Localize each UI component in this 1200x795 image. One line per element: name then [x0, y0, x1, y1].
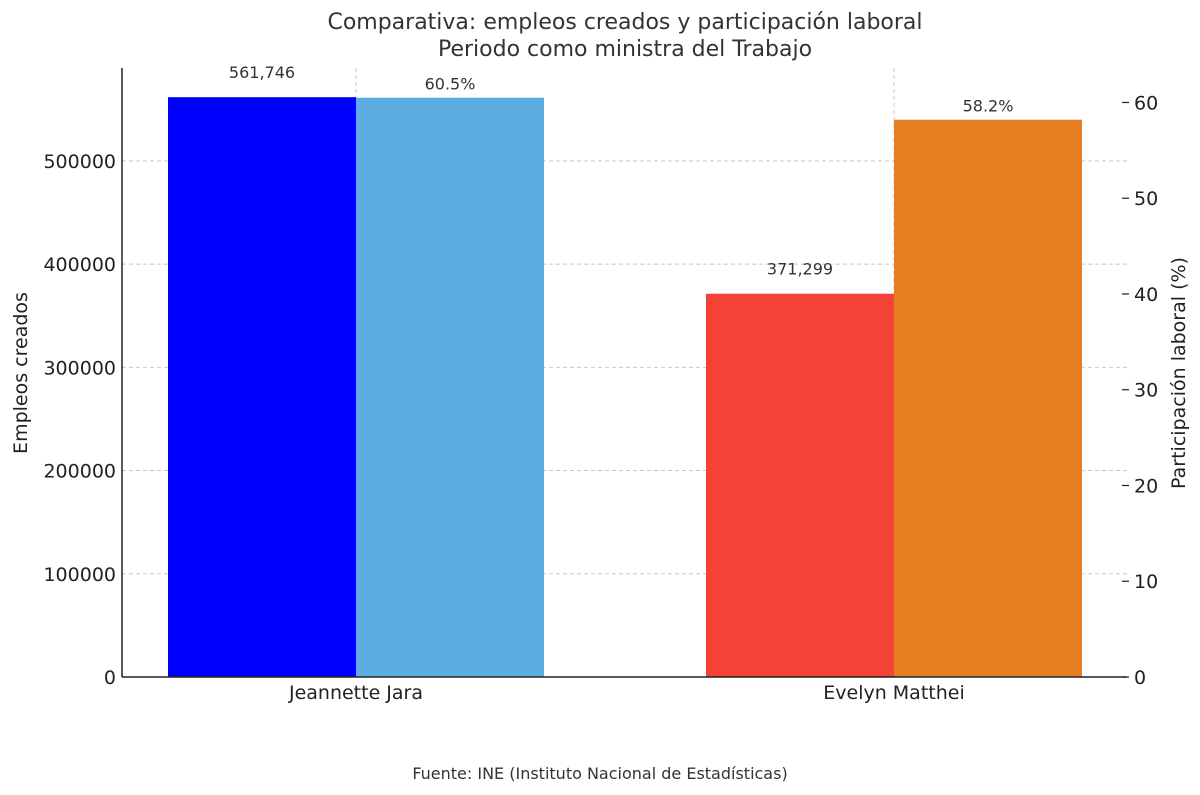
y-axis-label-right: Participación laboral (%) — [1168, 257, 1190, 489]
chart-subtitle: Periodo como ministra del Trabajo — [437, 37, 813, 62]
y-tick-label-left: 300000 — [43, 357, 116, 379]
y-tick-label-right: 30 — [1134, 380, 1158, 402]
y-tick-label-left: 500000 — [43, 151, 116, 173]
bar-participacion — [356, 97, 544, 677]
y-tick-label-left: 0 — [104, 667, 116, 689]
y-axis-label-left: Empleos creados — [10, 292, 32, 454]
x-tick-label: Jeannette Jara — [288, 682, 423, 704]
data-label-empleos: 561,746 — [229, 63, 295, 82]
y-tick-label-right: 0 — [1134, 667, 1146, 689]
y-tick-label-right: 40 — [1134, 284, 1158, 306]
y-tick-label-left: 400000 — [43, 254, 116, 276]
y-tick-label-right: 60 — [1134, 92, 1158, 114]
y-tick-label-right: 20 — [1134, 475, 1158, 497]
data-label-participacion: 58.2% — [963, 97, 1014, 116]
bar-empleos — [168, 97, 356, 677]
data-label-participacion: 60.5% — [425, 75, 476, 94]
y-tick-label-left: 100000 — [43, 564, 116, 586]
bar-empleos — [706, 293, 894, 677]
y-tick-label-right: 10 — [1134, 571, 1158, 593]
x-tick-label: Evelyn Matthei — [823, 682, 965, 704]
chart-title: Comparativa: empleos creados y participa… — [327, 10, 923, 35]
y-tick-label-right: 50 — [1134, 188, 1158, 210]
bar-participacion — [894, 119, 1082, 678]
data-label-empleos: 371,299 — [767, 260, 833, 279]
source-note: Fuente: INE (Instituto Nacional de Estad… — [412, 764, 788, 783]
y-tick-label-left: 200000 — [43, 461, 116, 483]
